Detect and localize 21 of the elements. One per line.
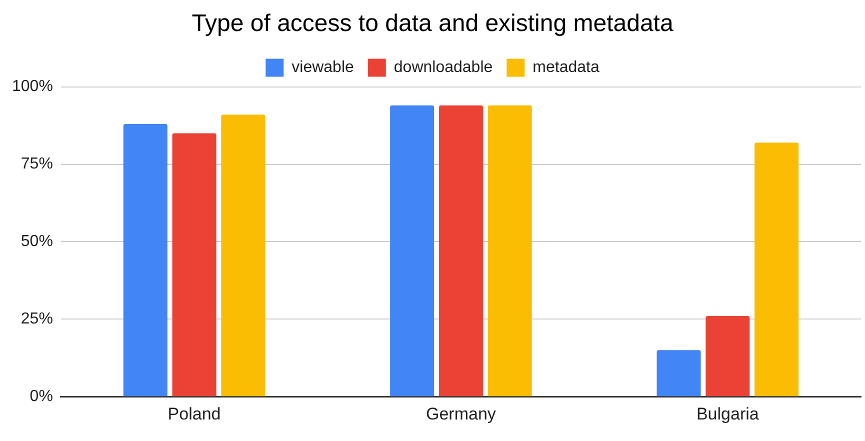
x-tick-label: Bulgaria <box>696 404 760 424</box>
legend-label: downloadable <box>394 59 493 76</box>
chart-title: Type of access to data and existing metadata <box>192 10 674 38</box>
y-tick-label: 75% <box>20 156 53 173</box>
bar <box>221 114 266 396</box>
bar <box>172 133 216 396</box>
bar <box>488 105 532 396</box>
y-tick-label: 0% <box>30 388 53 406</box>
bar <box>754 142 799 396</box>
y-tick-label: 50% <box>20 233 53 250</box>
bar <box>438 105 483 396</box>
legend-label: viewable <box>292 59 354 76</box>
x-tick-label: Poland <box>168 404 221 424</box>
bar <box>390 105 434 396</box>
x-tick-label: Germany <box>426 404 496 424</box>
y-tick-label: 100% <box>12 78 53 96</box>
legend-label: metadata <box>532 59 600 76</box>
bar <box>123 124 168 396</box>
bar <box>656 350 701 396</box>
y-tick-label: 25% <box>20 310 53 328</box>
bar <box>706 316 750 396</box>
